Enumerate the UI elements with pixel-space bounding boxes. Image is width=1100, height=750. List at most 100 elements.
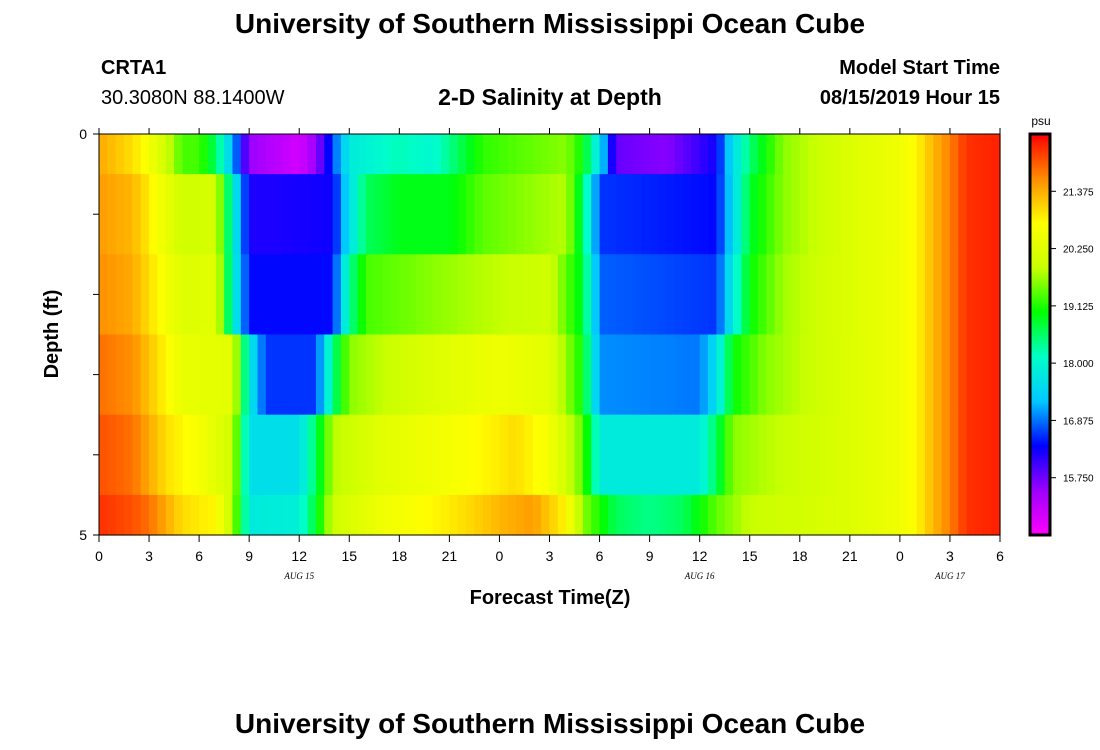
heatmap-cell — [632, 414, 642, 496]
heatmap-cell — [299, 494, 309, 536]
heatmap-cell — [966, 334, 976, 416]
heatmap-cell — [983, 414, 993, 496]
heatmap-cell — [182, 414, 192, 496]
heatmap-cell — [265, 494, 275, 536]
x-tick-label: 3 — [946, 548, 954, 564]
heatmap-cell — [858, 334, 868, 416]
heatmap-cell — [199, 334, 209, 416]
heatmap-cell — [282, 494, 292, 536]
heatmap-cell — [449, 494, 459, 536]
heatmap-cell — [632, 134, 642, 175]
heatmap-cell — [691, 494, 701, 536]
heatmap-cell — [441, 414, 450, 496]
heatmap-cell — [682, 494, 692, 536]
heatmap-cell — [624, 334, 634, 416]
heatmap-cell — [916, 174, 926, 255]
heatmap-cell — [165, 414, 175, 496]
heatmap-cell — [232, 134, 242, 175]
heatmap-cell — [824, 174, 834, 255]
heatmap-cell — [799, 174, 809, 255]
heatmap-cell — [716, 254, 726, 336]
heatmap-cell — [724, 134, 734, 175]
heatmap-cell — [899, 174, 909, 255]
heatmap-cell — [290, 134, 300, 175]
heatmap-cell — [849, 134, 859, 175]
heatmap-cell — [165, 134, 175, 175]
heatmap-cell — [991, 254, 1001, 336]
heatmap-cell — [574, 414, 584, 496]
heatmap-cell — [682, 134, 692, 175]
heatmap-cell — [758, 174, 767, 255]
heatmap-cell — [816, 134, 826, 175]
heatmap-cell — [365, 134, 375, 175]
heatmap-cell — [733, 414, 742, 496]
heatmap-cell — [591, 254, 601, 336]
heatmap-cell — [324, 134, 334, 175]
heatmap-cell — [416, 134, 425, 175]
heatmap-cell — [774, 174, 784, 255]
heatmap-cell — [207, 254, 217, 336]
heatmap-cell — [107, 494, 117, 536]
heatmap-cell — [641, 334, 651, 416]
heatmap-cell — [674, 414, 684, 496]
heatmap-cell — [958, 134, 968, 175]
date-label: AUG 17 — [934, 571, 965, 581]
heatmap-cell — [457, 174, 467, 255]
heatmap-cell — [157, 174, 167, 255]
heatmap-cell — [649, 174, 659, 255]
colorbar-tick-label: 20.250 — [1063, 245, 1094, 256]
heatmap-cell — [424, 414, 434, 496]
heatmap-cell — [641, 494, 651, 536]
heatmap-cell — [124, 414, 133, 496]
heatmap-cell — [866, 414, 876, 496]
heatmap-cell — [516, 334, 526, 416]
heatmap-cell — [215, 254, 225, 336]
heatmap-cell — [657, 174, 667, 255]
heatmap-cell — [524, 494, 534, 536]
heatmap-cell — [449, 414, 459, 496]
heatmap-cell — [833, 254, 843, 336]
heatmap-cell — [741, 334, 751, 416]
heatmap-cell — [416, 414, 425, 496]
heatmap-cell — [824, 334, 834, 416]
heatmap-cell — [157, 254, 167, 336]
heatmap-cell — [891, 414, 901, 496]
heatmap-cell — [624, 174, 634, 255]
heatmap-cell — [574, 134, 584, 175]
heatmap-cell — [783, 494, 793, 536]
salinity-chart: 0 3 6 9 12 15 18 21 0 3 6 9 12 15 18 21 0 3 6 05 AUG 15 AUG… — [41, 114, 1094, 609]
heatmap-cell — [557, 254, 567, 336]
heatmap-cell — [474, 334, 484, 416]
heatmap-cell — [758, 254, 767, 336]
heatmap-cell — [899, 254, 909, 336]
heatmap-cell — [124, 334, 133, 416]
heatmap-cell — [424, 334, 434, 416]
heatmap-cell — [149, 174, 158, 255]
heatmap-cell — [315, 254, 325, 336]
heatmap-cell — [149, 254, 158, 336]
heatmap-cell — [107, 334, 117, 416]
heatmap-cell — [324, 254, 334, 336]
heatmap-cell — [699, 174, 709, 255]
heatmap-cell — [107, 174, 117, 255]
heatmap-cell — [933, 134, 943, 175]
heatmap-cell — [157, 494, 167, 536]
heatmap-cell — [858, 254, 868, 336]
heatmap-cell — [416, 254, 425, 336]
heatmap-cell — [199, 414, 209, 496]
heatmap-cell — [265, 134, 275, 175]
heatmap-cell — [541, 494, 551, 536]
heatmap-cell — [924, 174, 934, 255]
x-tick-label: 12 — [291, 548, 307, 564]
heatmap-cell — [307, 134, 317, 175]
heatmap-cell — [190, 334, 200, 416]
heatmap-cell — [624, 414, 634, 496]
heatmap-cell — [549, 494, 559, 536]
heatmap-cell — [632, 494, 642, 536]
heatmap-cell — [741, 174, 751, 255]
heatmap-cell — [441, 494, 450, 536]
heatmap-cell — [833, 134, 843, 175]
heatmap-cell — [966, 174, 976, 255]
heatmap-cell — [199, 254, 209, 336]
heatmap-cell — [541, 334, 551, 416]
